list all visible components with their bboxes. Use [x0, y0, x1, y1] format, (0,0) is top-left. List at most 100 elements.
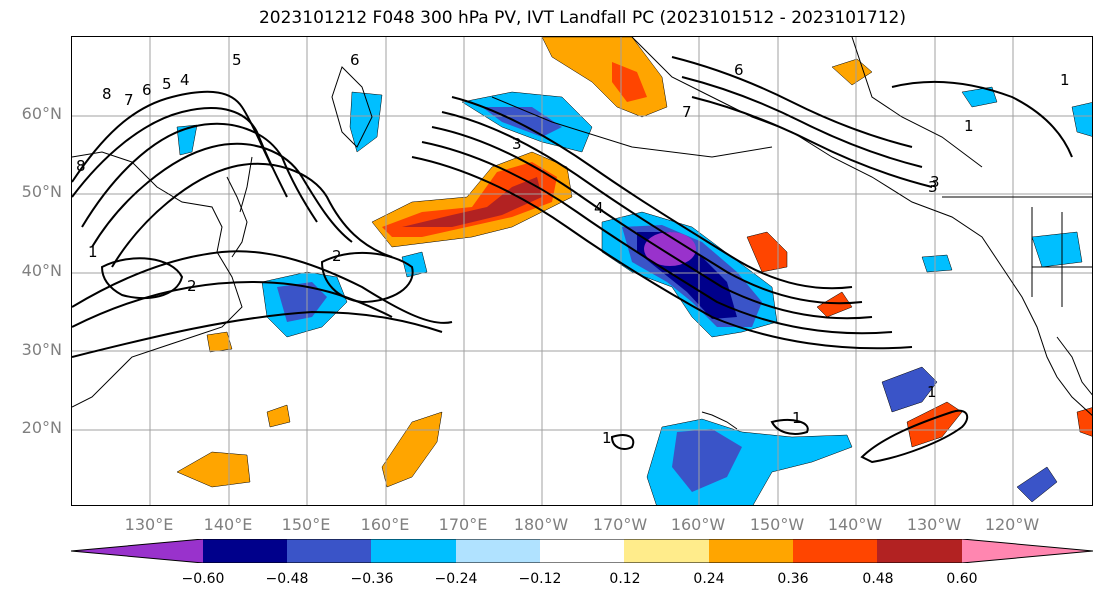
contour-label: 1 [88, 243, 98, 261]
coastline-mexico [1056, 336, 1092, 396]
coastline-sakhalin [239, 156, 253, 213]
contour-ridge-1 [671, 56, 913, 148]
contour-6-west [81, 122, 318, 228]
colorbar-segment [793, 539, 878, 563]
negative-region-misc-1 [176, 124, 198, 156]
lon-label-160e: 160°E [360, 515, 410, 534]
coastline-kamchatka [331, 66, 373, 148]
contour-1-south-2 [770, 419, 809, 435]
contour-4-west [111, 162, 393, 268]
coastline-alaska [631, 37, 1092, 416]
contour-label: 6 [734, 61, 744, 79]
contour-loop-east [860, 409, 969, 464]
contour-label: 2 [332, 247, 342, 265]
map-title: 2023101212 F048 300 hPa PV, IVT Landfall… [258, 8, 906, 28]
contour-jet-1 [451, 96, 853, 290]
contour-jet-4 [421, 141, 893, 335]
colorbar-tick-label: −0.60 [181, 571, 225, 587]
contour-label: 8 [102, 85, 112, 103]
map-canvas: 8 7 6 5 4 5 6 6 7 3 1 1 3 4 2 1 2 1 1 1 … [72, 37, 1092, 505]
lon-label-170e: 170°E [438, 515, 488, 534]
colorbar-segment [624, 539, 709, 563]
lat-label-60n: 60°N [21, 104, 62, 123]
contour-label: 2 [187, 277, 197, 295]
contour-label: 6 [350, 51, 360, 69]
contour-2-loop [320, 251, 414, 304]
contour-1-west-loop [100, 257, 184, 299]
shaded-regions [176, 37, 1092, 505]
colorbar-tick-label: 0.12 [609, 571, 641, 587]
contour-label: 1 [964, 117, 974, 135]
positive-region-east [746, 231, 788, 273]
negative-region-misc-6 [921, 254, 953, 273]
positive-region-southwest [381, 411, 443, 488]
contour-1-east [891, 80, 1073, 158]
colorbar-segment [962, 539, 1093, 563]
coastlines [72, 37, 1092, 430]
colorbar-tick-label: −0.36 [350, 571, 394, 587]
colorbar-segment [287, 539, 372, 563]
map-panel: 8 7 6 5 4 5 6 6 7 3 1 1 3 4 2 1 2 1 1 1 … [71, 36, 1093, 506]
coastline-asia [72, 151, 243, 408]
contour-label: 7 [682, 103, 692, 121]
positive-region-misc-2 [266, 404, 291, 428]
negative-region-south-core [672, 429, 742, 492]
coastline-aleutians [491, 96, 773, 158]
positive-region-central-core [382, 162, 557, 237]
lat-label-50n: 50°N [21, 182, 62, 201]
lon-label-130w: 130°W [906, 515, 962, 534]
lon-label-160w: 160°W [670, 515, 726, 534]
lon-label-140w: 140°W [827, 515, 883, 534]
contour-label: 4 [594, 199, 604, 217]
coastline-hawaii [701, 411, 738, 430]
negative-region-misc-5 [1031, 231, 1083, 268]
lat-label-20n: 20°N [21, 418, 62, 437]
border-states [1031, 207, 1092, 307]
negative-region-center-max [644, 232, 696, 266]
colorbar-segment [709, 539, 794, 563]
positive-region-misc-1 [206, 331, 233, 353]
pv-contours [72, 56, 1073, 464]
negative-region-misc-3 [401, 251, 428, 278]
lon-label-130e: 130°E [124, 515, 174, 534]
negative-region-misc-7 [1071, 102, 1092, 137]
contour-label: 1 [1060, 71, 1070, 89]
colorbar-tick-label: −0.48 [265, 571, 309, 587]
lat-label-40n: 40°N [21, 261, 62, 280]
colorbar-tick-label: −0.24 [434, 571, 478, 587]
contour-label: 5 [162, 75, 172, 93]
contour-label: 8 [76, 157, 86, 175]
contour-5-west [91, 142, 353, 248]
colorbar-segment [540, 539, 625, 563]
contour-label: 5 [232, 51, 242, 69]
contour-label: 6 [142, 81, 152, 99]
contour-label: 1 [602, 429, 612, 447]
lon-label-180w: 180°W [513, 515, 569, 534]
graticule [72, 37, 1092, 505]
positive-region-far-east [1076, 407, 1092, 437]
colorbar-tick-label: 0.36 [777, 571, 809, 587]
positive-region-northeast [831, 58, 873, 86]
contour-jet-5 [411, 156, 913, 350]
lon-label-170w: 170°W [592, 515, 648, 534]
positive-region-dateline [816, 291, 853, 318]
lon-label-150w: 150°W [749, 515, 805, 534]
contour-7-west [72, 107, 288, 198]
contour-label: 3 [512, 135, 522, 153]
contour-jet-3 [431, 126, 873, 320]
colorbar-tick-label: 0.60 [946, 571, 978, 587]
contour-ridge-2 [681, 76, 923, 168]
colorbar-tick-label: 0.24 [693, 571, 725, 587]
lat-label-30n: 30°N [21, 340, 62, 359]
contour-label: 1 [792, 409, 802, 427]
contour-1-south [610, 434, 635, 450]
contour-label: 3 [930, 173, 940, 191]
negative-region-misc-2 [349, 91, 383, 153]
contour-label: 4 [180, 71, 190, 89]
contour-3-center [72, 250, 453, 324]
contour-label: 3 [928, 178, 938, 196]
colorbar-segment [371, 539, 456, 563]
lon-label-120w: 120°W [984, 515, 1040, 534]
contour-1-center [72, 310, 443, 358]
negative-region-southeast [881, 366, 938, 413]
